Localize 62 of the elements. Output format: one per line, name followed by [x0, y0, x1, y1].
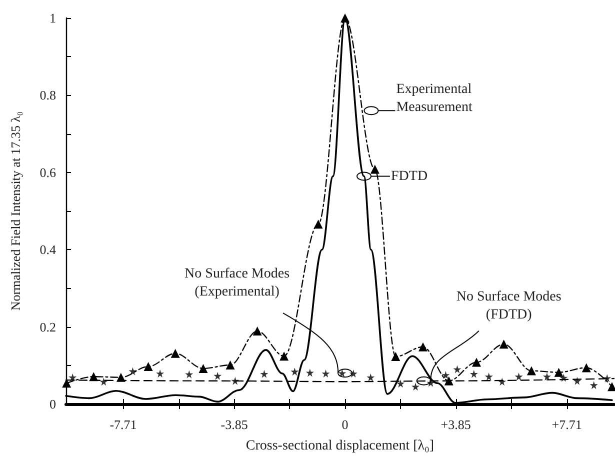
point — [231, 376, 240, 385]
point — [116, 372, 126, 382]
y-tick-label: 0 — [50, 396, 56, 412]
x-tick-label: +3.85 — [440, 417, 471, 432]
point — [391, 352, 400, 362]
point — [370, 164, 380, 174]
point — [185, 370, 194, 378]
y-tick-label: 0.2 — [40, 319, 56, 334]
x-tick-label: 0 — [342, 417, 348, 432]
point — [260, 370, 268, 378]
point — [526, 366, 536, 376]
point — [582, 363, 591, 372]
point — [560, 374, 568, 382]
y-axis-title: Normalized Field Intensity at 17.35 λ₀ — [8, 111, 23, 311]
point — [418, 342, 428, 352]
y-tick-label: 0.6 — [40, 164, 56, 180]
point — [322, 370, 330, 378]
point — [499, 340, 508, 349]
point — [226, 360, 235, 370]
y-tick-label: 0.4 — [40, 242, 56, 258]
point — [453, 365, 462, 374]
point — [484, 372, 493, 381]
point — [470, 370, 478, 378]
x-axis-title: Cross-sectional displacement [λ₀] — [246, 438, 434, 454]
point — [603, 374, 612, 382]
point — [396, 380, 405, 388]
point — [573, 376, 582, 385]
point — [590, 381, 598, 390]
point — [89, 372, 98, 382]
point — [156, 370, 164, 378]
point — [68, 373, 77, 382]
y-tick-label: 1 — [50, 10, 56, 26]
point — [198, 364, 208, 373]
point — [472, 358, 481, 367]
y-tick-label: 0.8 — [40, 88, 56, 103]
point — [252, 326, 262, 336]
point — [314, 220, 323, 229]
point — [128, 367, 137, 376]
point — [100, 378, 108, 386]
x-tick-label: +7.71 — [552, 417, 582, 432]
point — [442, 371, 450, 380]
point — [542, 372, 551, 381]
point — [290, 368, 299, 376]
point — [498, 378, 506, 386]
point — [170, 348, 180, 358]
point — [214, 372, 222, 380]
point — [444, 376, 454, 386]
point — [306, 368, 314, 377]
annotation: Experimental Measurement — [396, 82, 473, 116]
point — [366, 373, 375, 382]
annotation: FDTD — [391, 168, 428, 184]
point — [554, 368, 564, 377]
point — [412, 382, 420, 391]
point — [514, 372, 523, 381]
point — [349, 370, 358, 378]
point — [144, 362, 153, 372]
x-tick-label: -3.85 — [220, 417, 248, 432]
point — [280, 352, 289, 361]
annotation: No Surface Modes (FDTD) — [456, 289, 562, 322]
point — [607, 382, 615, 392]
annotation: No Surface Modes (Experimental) — [184, 266, 290, 300]
x-tick-label: -7.71 — [110, 417, 137, 432]
